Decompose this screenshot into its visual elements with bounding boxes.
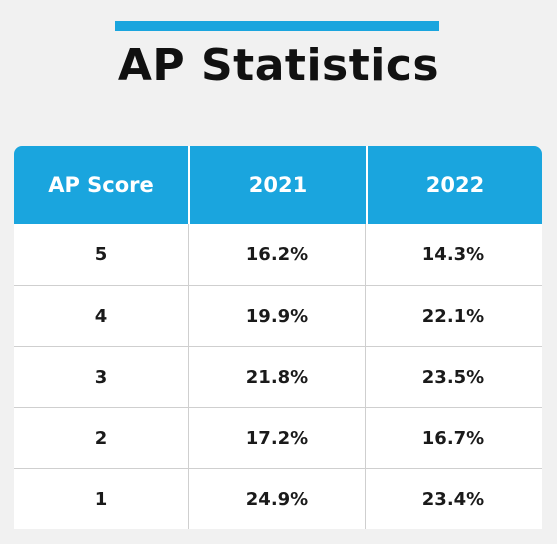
score-cell: 1 [94,488,108,510]
score-cell: 4 [94,305,108,327]
table-row: 4 19.9% 22.1% [14,285,542,346]
table-row: 1 24.9% 23.4% [14,468,542,529]
score-cell: 3 [94,366,108,388]
value-2021-cell: 24.9% [188,469,365,529]
score-table: AP Score 2021 2022 5 16.2% 14.3% 4 19.9%… [14,146,542,544]
score-cell: 2 [94,427,108,449]
header-ap-score: AP Score [48,173,154,197]
table-header: AP Score 2021 2022 [14,146,542,224]
value-2022-cell: 14.3% [365,224,540,285]
value-2022-cell: 22.1% [365,286,540,346]
header-2022: 2022 [366,146,542,224]
value-2022-cell: 23.5% [365,347,540,407]
score-cell: 5 [94,244,108,265]
value-2021-cell: 19.9% [188,286,365,346]
value-2021-cell: 17.2% [188,408,365,468]
title-accent-bar [115,21,439,31]
table-row: 3 21.8% 23.5% [14,346,542,407]
value-2022-cell: 16.7% [365,408,540,468]
table-body: 5 16.2% 14.3% 4 19.9% 22.1% 3 21.8% 23.5… [14,224,542,529]
value-2021-cell: 16.2% [188,224,365,285]
value-2022-cell: 23.4% [365,469,540,529]
table-row: 2 17.2% 16.7% [14,407,542,468]
table-row: 5 16.2% 14.3% [14,224,542,285]
header-2021: 2021 [188,146,366,224]
page-title: AP Statistics [117,40,440,91]
value-2021-cell: 21.8% [188,347,365,407]
